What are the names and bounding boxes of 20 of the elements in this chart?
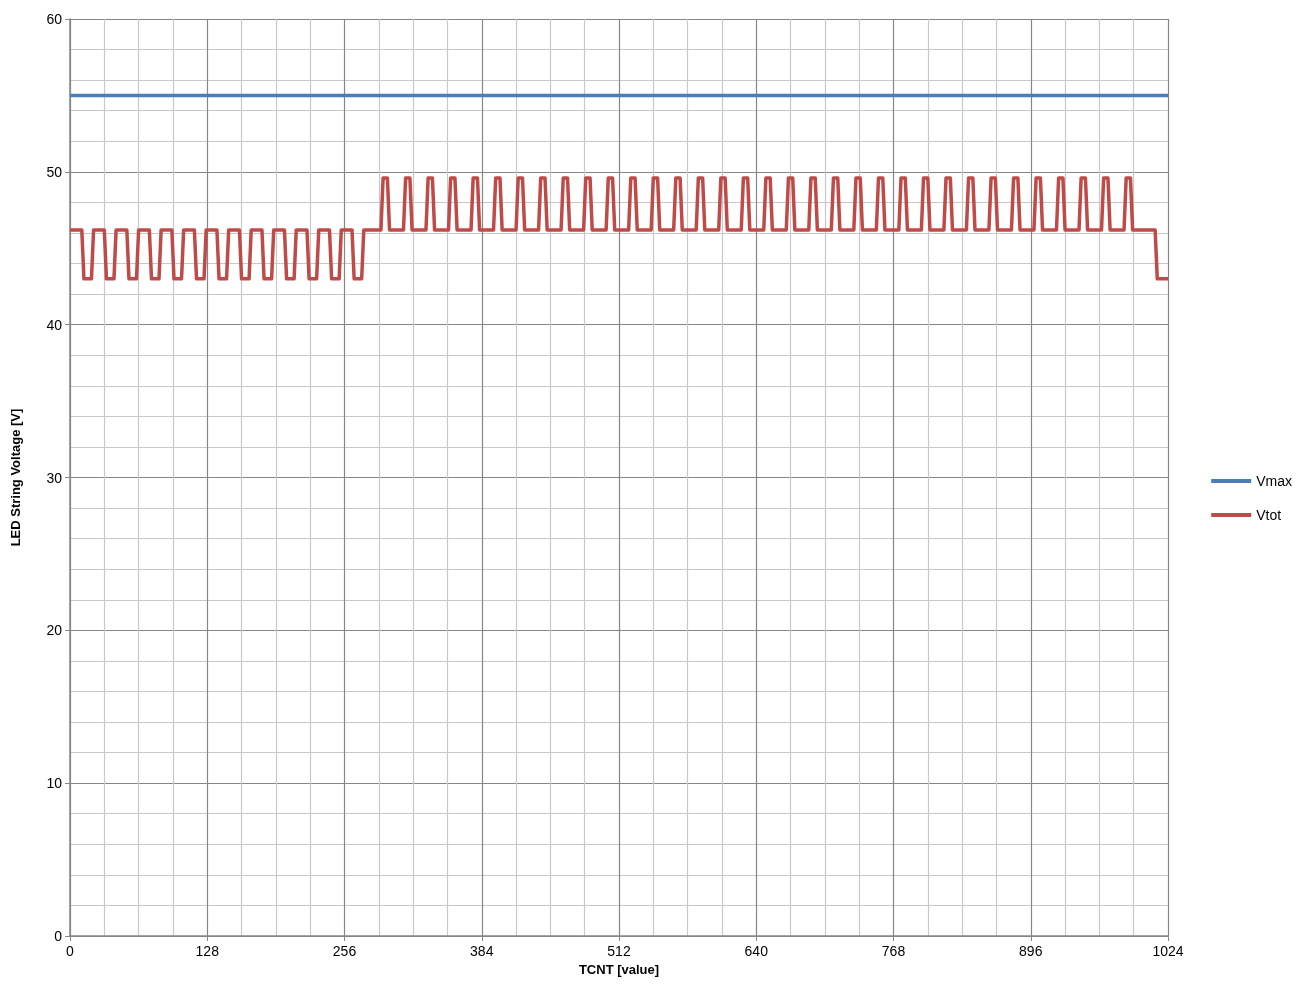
x-tick-label: 128 [195,943,220,959]
x-tick-label: 768 [881,943,906,959]
y-axis-title: LED String Voltage [V] [8,408,23,547]
y-tick-label: 50 [46,163,63,180]
x-tick-label: 0 [66,943,75,959]
x-tick-label: 896 [1019,943,1043,959]
y-tick-label: 30 [46,469,63,486]
y-tick-label: 40 [46,316,63,333]
y-tick-label: 20 [46,622,63,639]
x-tick-label: 640 [744,943,769,959]
y-tick-label: 10 [46,775,63,792]
x-tick-label: 384 [470,943,494,959]
legend-label: Vtot [1256,507,1282,523]
x-tick-label: 1024 [1152,943,1184,959]
x-tick-label: 512 [607,943,631,959]
x-axis-title: TCNT [value] [578,961,660,977]
y-tick-label: 0 [54,928,63,944]
x-tick-label: 256 [332,943,357,959]
y-tick-label: 60 [46,11,63,27]
legend-label: Vmax [1256,473,1293,489]
